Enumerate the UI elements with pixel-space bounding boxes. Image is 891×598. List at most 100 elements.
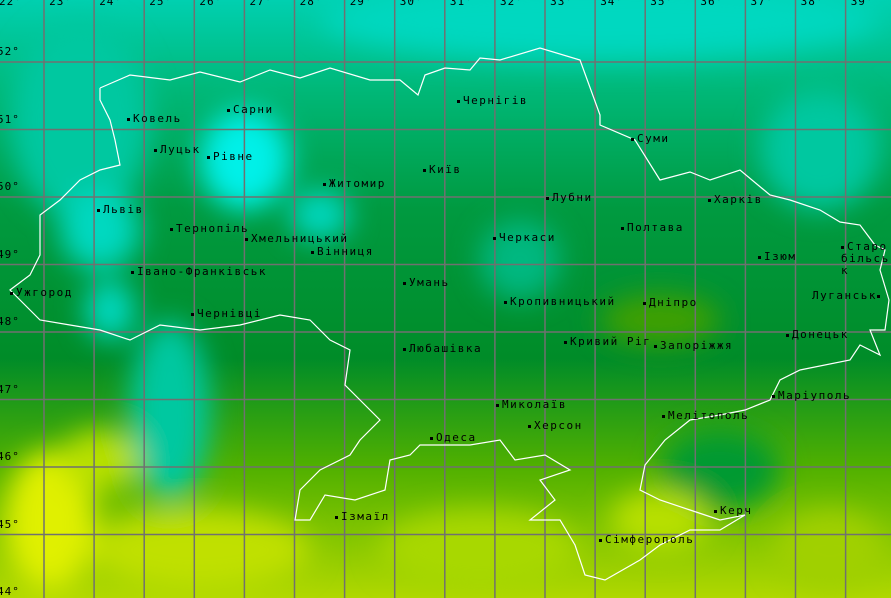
longitude-label: 26° (199, 0, 223, 8)
city-name: Любашівка (409, 342, 483, 355)
city-name: Львів (103, 203, 144, 216)
longitude-label: 31° (449, 0, 473, 8)
city-marker: Ізюм (758, 251, 797, 263)
city-name: Одеса (436, 431, 477, 444)
city-name: Старобільськ (841, 240, 890, 277)
longitude-label: 22° (0, 0, 22, 8)
city-dot-icon (10, 291, 13, 295)
city-dot-icon (841, 245, 844, 249)
city-marker: Донецьк (786, 329, 891, 341)
city-dot-icon (245, 237, 248, 241)
city-name: Сарни (233, 103, 274, 116)
city-name: Ізмаїл (341, 510, 390, 523)
city-dot-icon (876, 294, 880, 298)
longitude-label: 38° (800, 0, 824, 8)
longitude-label: 35° (650, 0, 674, 8)
city-marker: Львів (97, 204, 144, 216)
city-name: Миколаїв (502, 398, 567, 411)
city-marker: Луганськ (812, 290, 883, 302)
city-name: Черкаси (499, 231, 556, 244)
city-marker: Керч (714, 505, 753, 517)
city-marker: Старобільськ (841, 241, 891, 277)
longitude-label: 34° (600, 0, 624, 8)
country-border (9, 47, 890, 581)
city-dot-icon (758, 255, 761, 259)
city-name: Херсон (534, 419, 583, 432)
city-marker: Лубни (546, 192, 593, 204)
city-dot-icon (403, 281, 406, 285)
city-dot-icon (170, 227, 173, 231)
city-name: Умань (409, 276, 450, 289)
city-name: Чернігів (463, 94, 528, 107)
latitude-label: 47° (0, 382, 20, 396)
city-marker: Мелітополь (662, 410, 749, 422)
city-dot-icon (643, 301, 646, 305)
city-marker: Київ (423, 164, 462, 176)
city-marker: Сімферополь (599, 534, 694, 546)
city-marker: Івано-Франківськ (131, 266, 267, 278)
city-dot-icon (227, 108, 230, 112)
city-marker: Луцьк (154, 144, 201, 156)
longitude-label: 28° (299, 0, 323, 8)
latitude-label: 52° (0, 45, 20, 58)
city-marker: Одеса (430, 432, 477, 444)
city-dot-icon (457, 99, 460, 103)
city-dot-icon (493, 236, 496, 240)
city-name: Сімферополь (605, 533, 695, 546)
city-name: Маріуполь (778, 389, 852, 402)
city-name: Кривий Ріг (570, 335, 652, 348)
city-dot-icon (772, 394, 775, 398)
city-marker: Рівне (207, 151, 254, 163)
longitude-label: 29° (349, 0, 373, 8)
longitude-label: 39° (850, 0, 874, 8)
city-dot-icon (127, 117, 130, 121)
city-dot-icon (191, 312, 194, 316)
latitude-label: 51° (0, 112, 20, 126)
city-marker: Кривий Ріг (564, 336, 651, 348)
latitude-label: 50° (0, 180, 20, 193)
latitude-label: 44° (0, 585, 20, 598)
city-marker: Умань (403, 277, 450, 289)
city-dot-icon (496, 403, 499, 407)
city-name: Івано-Франківськ (137, 265, 267, 278)
city-name: Житомир (329, 177, 386, 190)
latitude-label: 49° (0, 247, 20, 261)
city-marker: Запоріжжя (654, 340, 733, 352)
city-marker: Маріуполь (772, 390, 851, 402)
city-dot-icon (546, 196, 549, 200)
city-marker: Ковель (127, 113, 182, 125)
city-dot-icon (430, 436, 433, 440)
city-name: Рівне (213, 150, 254, 163)
city-name: Харків (714, 193, 763, 206)
city-name: Полтава (627, 221, 684, 234)
city-dot-icon (599, 538, 602, 542)
city-dot-icon (786, 333, 789, 337)
city-dot-icon (564, 340, 567, 344)
longitude-label: 23° (49, 0, 72, 8)
city-name: Ковель (133, 112, 182, 125)
city-dot-icon (131, 270, 134, 274)
city-marker: Житомир (323, 178, 386, 190)
city-name: Мелітополь (668, 409, 750, 422)
city-marker: Харків (708, 194, 763, 206)
longitude-label: 33° (550, 0, 573, 8)
city-marker: Миколаїв (496, 399, 567, 411)
city-marker: Полтава (621, 222, 684, 234)
longitude-label: 36° (700, 0, 724, 8)
city-dot-icon (311, 250, 314, 254)
city-marker: Любашівка (403, 343, 482, 355)
city-name: Ужгород (16, 286, 73, 299)
city-name: Луганськ (812, 289, 877, 302)
city-marker: Чернівці (191, 308, 262, 320)
latitude-label: 48° (0, 315, 20, 328)
longitude-label: 24° (99, 0, 123, 8)
city-marker: Чернігів (457, 95, 528, 107)
longitude-label: 25° (149, 0, 173, 8)
city-dot-icon (403, 347, 406, 351)
city-dot-icon (621, 226, 624, 230)
city-dot-icon (662, 414, 665, 418)
city-name: Суми (637, 132, 670, 145)
city-name: Хмельницький (251, 232, 349, 245)
city-dot-icon (154, 148, 157, 152)
